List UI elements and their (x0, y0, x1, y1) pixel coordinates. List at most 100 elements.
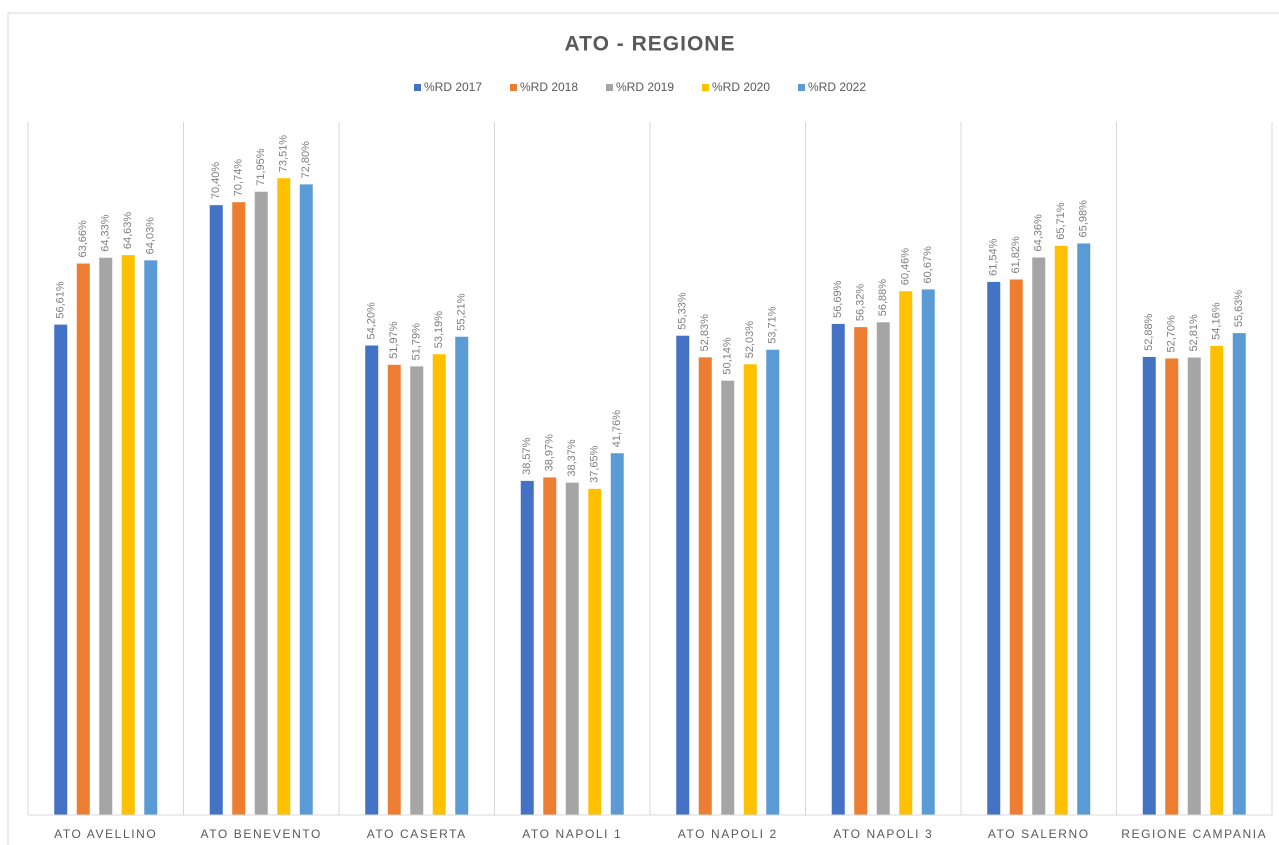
x-tick-label: ATO CASERTA (367, 827, 467, 841)
legend-label: %RD 2018 (520, 80, 578, 94)
data-label: 52,81% (1188, 314, 1200, 352)
bar (1032, 257, 1046, 815)
bar (921, 289, 935, 815)
bar (365, 345, 379, 815)
data-label: 50,14% (722, 337, 734, 375)
legend-swatch (702, 84, 709, 91)
data-label: 51,79% (411, 323, 423, 361)
x-tick-label: ATO AVELLINO (54, 827, 157, 841)
legend-label: %RD 2017 (424, 80, 482, 94)
bar (209, 205, 223, 815)
data-label: 52,83% (699, 314, 711, 352)
bar (854, 327, 868, 815)
bar (1142, 356, 1156, 815)
bar (299, 184, 313, 815)
data-label: 64,63% (122, 212, 134, 250)
data-label: 60,46% (900, 248, 912, 286)
legend-label: %RD 2022 (808, 80, 866, 94)
bar (455, 336, 469, 815)
legend-swatch (510, 84, 517, 91)
bar (1054, 245, 1068, 816)
data-label: 70,40% (210, 162, 222, 200)
data-label: 55,33% (677, 292, 689, 330)
data-label: 63,66% (77, 220, 89, 258)
chart-frame (7, 12, 1279, 845)
data-label: 52,70% (1166, 315, 1178, 353)
data-label: 56,32% (855, 284, 867, 322)
data-label: 38,57% (521, 437, 533, 475)
x-tick-label: ATO NAPOLI 1 (522, 827, 622, 841)
bar (432, 354, 446, 815)
data-label: 72,80% (300, 141, 312, 179)
bar (1165, 358, 1179, 815)
x-tick-label: ATO BENEVENTO (201, 827, 323, 841)
legend-swatch (414, 84, 421, 91)
data-label: 56,69% (832, 280, 844, 318)
data-label: 38,37% (566, 439, 578, 477)
bar (1077, 243, 1091, 816)
x-tick-label: ATO NAPOLI 2 (678, 827, 778, 841)
data-label: 64,36% (1033, 214, 1045, 252)
x-tick-label: ATO NAPOLI 3 (833, 827, 933, 841)
data-label: 73,51% (278, 135, 290, 173)
bar (543, 477, 557, 815)
bar (277, 178, 291, 816)
data-label: 56,88% (877, 279, 889, 317)
bar (876, 322, 890, 815)
data-label: 54,16% (1211, 302, 1223, 340)
bar (54, 324, 68, 815)
bar (254, 191, 268, 815)
data-label: 70,74% (233, 159, 245, 197)
bar (232, 202, 246, 816)
data-label: 64,03% (145, 217, 157, 255)
bar (899, 291, 913, 815)
bar (144, 260, 158, 816)
bar (387, 364, 401, 815)
bar (99, 257, 113, 816)
data-label: 61,54% (988, 238, 1000, 276)
bar (1232, 333, 1246, 815)
data-label: 52,88% (1143, 313, 1155, 351)
data-label: 37,65% (589, 445, 601, 483)
data-label: 51,97% (388, 321, 400, 359)
bar (520, 480, 534, 815)
x-tick-label: REGIONE CAMPANIA (1121, 827, 1267, 841)
data-label: 55,63% (1233, 290, 1245, 328)
data-label: 65,98% (1078, 200, 1090, 238)
bar (1009, 279, 1023, 815)
bar (743, 364, 757, 815)
data-label: 55,21% (456, 293, 468, 331)
data-label: 64,33% (100, 214, 112, 252)
data-label: 61,82% (1010, 236, 1022, 274)
bar (676, 335, 690, 815)
data-label: 65,71% (1055, 202, 1067, 240)
bar (410, 366, 424, 815)
bar (766, 349, 780, 815)
data-label: 56,61% (55, 281, 67, 319)
bar (987, 281, 1001, 815)
data-label: 54,20% (366, 302, 378, 340)
legend-label: %RD 2020 (712, 80, 770, 94)
legend-swatch (798, 84, 805, 91)
chart-title: ATO - REGIONE (565, 33, 736, 56)
x-tick-label: ATO SALERNO (988, 827, 1090, 841)
legend-swatch (606, 84, 613, 91)
bar (588, 488, 602, 815)
bar (831, 323, 845, 815)
bar (565, 482, 579, 815)
legend-label: %RD 2019 (616, 80, 674, 94)
bar (1210, 345, 1224, 815)
data-label: 38,97% (544, 434, 556, 472)
data-label: 52,03% (744, 321, 756, 359)
bar (76, 263, 90, 815)
data-label: 41,76% (611, 410, 623, 448)
bar (698, 357, 712, 815)
bar (721, 380, 735, 815)
data-label: 53,71% (767, 306, 779, 344)
data-label: 60,67% (922, 246, 934, 284)
bar (610, 453, 624, 815)
data-label: 53,19% (433, 311, 445, 349)
data-label: 71,95% (255, 148, 267, 186)
bar (1187, 357, 1201, 815)
